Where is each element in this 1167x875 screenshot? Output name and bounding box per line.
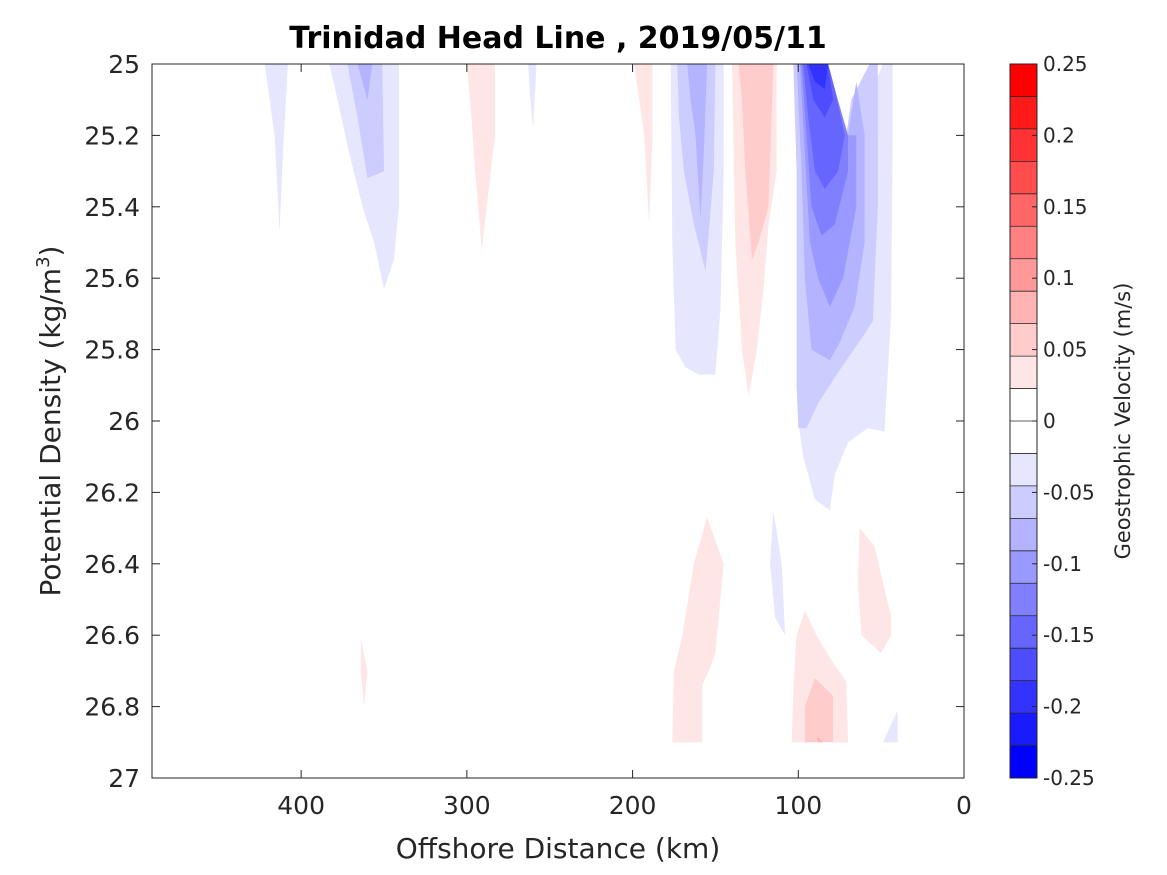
x-tick-label: 300 bbox=[443, 791, 491, 820]
colorbar-swatch bbox=[1010, 388, 1037, 422]
contour-region-4 bbox=[466, 64, 495, 250]
colorbar-swatch bbox=[1010, 648, 1037, 682]
colorbar-tick-label: 0.15 bbox=[1043, 195, 1088, 219]
colorbar-tick-label: 0.1 bbox=[1043, 266, 1075, 290]
colorbar-swatch bbox=[1010, 550, 1037, 584]
y-tick-label: 25.8 bbox=[84, 336, 140, 365]
colorbar-swatch bbox=[1010, 96, 1037, 130]
x-axis-title: Offshore Distance (km) bbox=[396, 832, 721, 865]
x-tick-label: 0 bbox=[956, 791, 972, 820]
contour-region-0 bbox=[264, 64, 288, 232]
contour-region-6 bbox=[634, 64, 653, 225]
colorbar-swatch bbox=[1010, 713, 1037, 747]
y-tick-label: 25 bbox=[108, 50, 140, 79]
chart-title: Trinidad Head Line , 2019/05/11 bbox=[289, 21, 826, 56]
colorbar-swatch bbox=[1010, 518, 1037, 552]
colorbar-swatch bbox=[1010, 226, 1037, 260]
colorbar-swatch bbox=[1010, 583, 1037, 617]
contour-region-2 bbox=[347, 64, 384, 179]
y-tick-label: 27 bbox=[108, 764, 140, 793]
colorbar-title: Geostrophic Velocity (m/s) bbox=[1111, 283, 1135, 560]
contour-region-9 bbox=[687, 64, 708, 218]
colorbar-tick-label: -0.05 bbox=[1043, 480, 1095, 504]
colorbar-swatch bbox=[1010, 453, 1037, 487]
colorbar: 0.25 0.2 0.15 0.1 0.05 0 -0.05 -0.1 -0.15 -0.2 -0.… bbox=[1010, 52, 1095, 790]
y-tick-label: 26 bbox=[108, 407, 140, 436]
y-tick-label: 25.6 bbox=[84, 264, 140, 293]
contour-region-8 bbox=[677, 64, 716, 272]
x-tick-label: 100 bbox=[774, 791, 822, 820]
colorbar-swatch bbox=[1010, 64, 1037, 97]
x-tick-label: 400 bbox=[277, 791, 325, 820]
contour-region-25 bbox=[816, 735, 824, 743]
colorbar-tick-label: 0.2 bbox=[1043, 123, 1075, 147]
contour-region-19 bbox=[808, 64, 829, 89]
contour-region-21 bbox=[672, 517, 724, 743]
colorbar-swatch bbox=[1010, 161, 1037, 195]
colorbar-tick-label: 0.05 bbox=[1043, 338, 1088, 362]
y-axis-title: Potential Density (kg/m3) bbox=[33, 246, 67, 597]
colorbar-tick-label: 0.25 bbox=[1043, 52, 1088, 76]
y-tick-label: 25.4 bbox=[84, 193, 140, 222]
contour-region-3 bbox=[357, 64, 373, 100]
contour-region-26 bbox=[882, 710, 898, 743]
y-tick-label: 26.8 bbox=[84, 693, 140, 722]
contour-fills bbox=[264, 64, 898, 743]
y-tick-label: 26.4 bbox=[84, 550, 140, 579]
x-axis: 400 300 200 100 0 bbox=[277, 64, 972, 820]
colorbar-swatch bbox=[1010, 421, 1037, 454]
colorbar-tick-label: 0 bbox=[1043, 409, 1056, 433]
contour-region-20 bbox=[770, 510, 785, 636]
colorbar-swatch bbox=[1010, 258, 1037, 292]
colorbar-swatch bbox=[1010, 745, 1037, 779]
colorbar-swatch bbox=[1010, 193, 1037, 227]
y-axis-title-main: Potential Density (kg/m bbox=[34, 268, 67, 597]
contour-region-22 bbox=[857, 528, 892, 653]
y-tick-label: 25.2 bbox=[84, 121, 140, 150]
contour-region-5 bbox=[528, 64, 537, 129]
contour-region-11 bbox=[738, 64, 774, 261]
colorbar-swatch bbox=[1010, 485, 1037, 519]
contour-region-27 bbox=[360, 638, 368, 707]
colorbar-tick-label: -0.2 bbox=[1043, 695, 1082, 719]
colorbar-swatch bbox=[1010, 356, 1037, 390]
y-axis-title-superscript: 3 bbox=[33, 256, 54, 267]
colorbar-swatch bbox=[1010, 323, 1037, 357]
y-tick-label: 26.2 bbox=[84, 478, 140, 507]
y-axis: 25 25.2 25.4 25.6 25.8 26 26.2 26.4 26.6 26.8 27 bbox=[84, 50, 964, 793]
y-tick-label: 26.6 bbox=[84, 621, 140, 650]
colorbar-swatch bbox=[1010, 680, 1037, 714]
colorbar-swatch bbox=[1010, 128, 1037, 162]
colorbar-tick-label: -0.15 bbox=[1043, 623, 1095, 647]
colorbar-frame bbox=[1009, 63, 1038, 779]
colorbar-swatch bbox=[1010, 615, 1037, 649]
x-tick-label: 200 bbox=[609, 791, 657, 820]
colorbar-swatch bbox=[1010, 291, 1037, 325]
colorbar-tick-label: -0.1 bbox=[1043, 552, 1082, 576]
contour-region-24 bbox=[804, 678, 834, 743]
colorbar-tick-label: -0.25 bbox=[1043, 766, 1095, 790]
y-axis-title-suffix: ) bbox=[34, 246, 67, 257]
